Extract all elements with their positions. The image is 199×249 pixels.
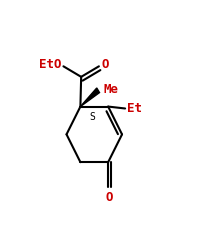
Text: Et: Et — [127, 102, 142, 115]
Text: O: O — [101, 58, 109, 71]
Text: EtO: EtO — [39, 58, 61, 71]
Polygon shape — [80, 88, 100, 107]
Text: Me: Me — [103, 83, 119, 96]
Text: O: O — [106, 191, 113, 204]
Text: S: S — [89, 112, 95, 122]
